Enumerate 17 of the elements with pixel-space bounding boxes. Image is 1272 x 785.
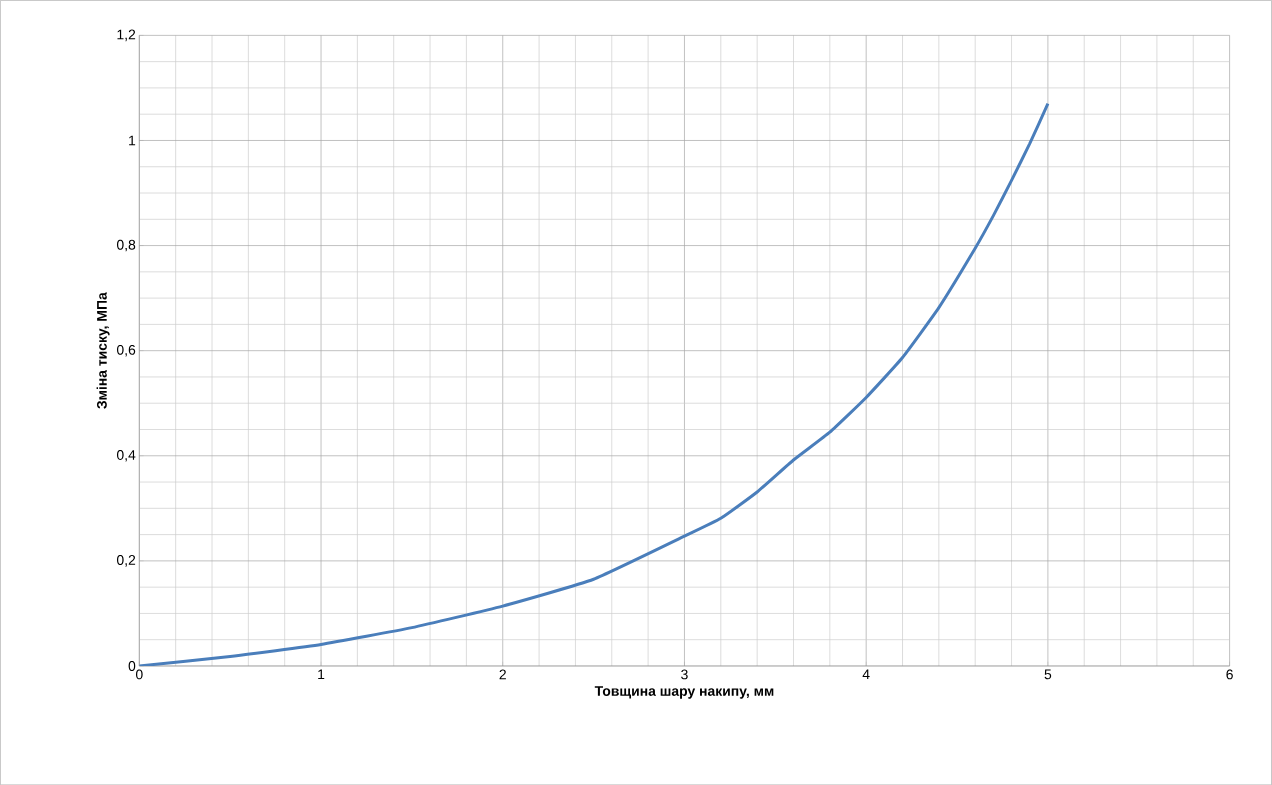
- line-series: [139, 102, 1050, 666]
- y-tick-label: 1,2: [117, 29, 136, 41]
- y-tick-label: 0,6: [116, 344, 136, 357]
- x-tick-label: 2: [499, 669, 506, 680]
- x-tick-label: 3: [681, 669, 688, 680]
- y-tick-label: 0,2: [116, 554, 136, 567]
- x-tick-label: 6: [1226, 669, 1233, 680]
- x-tick-label: 1: [318, 669, 325, 679]
- x-tick-label: 4: [862, 669, 870, 679]
- x-axis-title: Товщина шару накипу, мм: [594, 686, 774, 699]
- x-tick-label: 5: [1044, 669, 1052, 680]
- y-tick-label: 0: [128, 660, 136, 671]
- y-tick-label: 1: [129, 135, 136, 146]
- y-tick-label: 0,8: [116, 239, 136, 252]
- y-axis-title: Зміна тиску, МПа: [96, 292, 110, 409]
- x-tick-label: 0: [135, 669, 143, 680]
- y-tick-label: 0,4: [116, 449, 136, 462]
